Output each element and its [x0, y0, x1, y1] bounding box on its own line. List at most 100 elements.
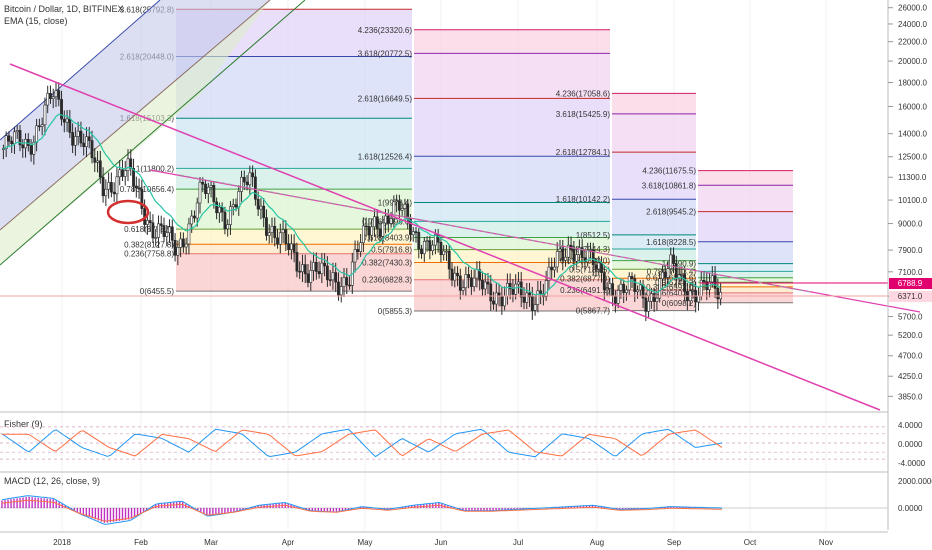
- candle-body: [505, 282, 509, 297]
- price-tick-label: 16000.0: [898, 102, 927, 111]
- highlight-ellipse: [106, 199, 150, 225]
- fib-band: [414, 237, 610, 250]
- candle-body: [13, 131, 16, 145]
- candle-body: [123, 170, 127, 177]
- fib-level-label: 0.618(6896.6): [646, 274, 696, 283]
- candle-body: [148, 220, 152, 224]
- candle-body: [54, 90, 58, 98]
- candle-body: [517, 281, 520, 285]
- fib-band: [698, 170, 793, 186]
- price-tick-label: 12500.0: [898, 153, 927, 162]
- fib-level-label: 3.618(25792.8): [120, 5, 175, 14]
- candle-body: [62, 118, 66, 123]
- fib-band: [176, 118, 412, 169]
- candle-body: [209, 185, 213, 188]
- time-tick-label: May: [357, 538, 372, 547]
- candle-body: [417, 232, 421, 250]
- candle-body: [112, 191, 116, 195]
- fib-band: [698, 282, 793, 287]
- candle-body: [583, 257, 587, 263]
- fib-band: [414, 156, 610, 203]
- price-tick-label: 9000.0: [898, 220, 923, 229]
- fib-band: [612, 93, 696, 114]
- candle-body: [619, 283, 623, 291]
- candle-body: [553, 266, 556, 271]
- candle-body: [710, 275, 714, 283]
- time-tick-label: Apr: [282, 538, 295, 547]
- candle-body: [7, 135, 11, 142]
- candle-body: [464, 274, 468, 289]
- fib-level-label: 0.5(7916.8): [371, 246, 412, 255]
- candle-body: [494, 292, 498, 305]
- candle-body: [483, 281, 487, 290]
- candle-body: [253, 176, 257, 200]
- candle-body: [561, 248, 565, 261]
- candle-body: [262, 205, 266, 218]
- fib-band: [612, 113, 696, 153]
- price-tick-label: 26000.0: [898, 4, 927, 13]
- fib-level-label: 3.618(20772.5): [358, 49, 413, 58]
- candle-body: [359, 242, 363, 252]
- candle-body: [386, 215, 390, 224]
- candle-body: [121, 169, 124, 177]
- time-tick-label: 2018: [53, 538, 71, 547]
- candle-body: [533, 304, 537, 311]
- candle-body: [547, 266, 551, 281]
- candle-body: [96, 160, 99, 163]
- candle-body: [674, 263, 678, 279]
- candle-body: [572, 249, 576, 262]
- candle-body: [467, 274, 471, 279]
- fisher-tick-top: 4.0000: [898, 421, 923, 430]
- parallel-channel: [0, 0, 306, 266]
- candle-body: [411, 231, 415, 236]
- fib-band: [414, 53, 610, 99]
- candle-body: [223, 211, 227, 230]
- candle-body: [345, 277, 349, 286]
- candle-body: [57, 90, 61, 100]
- fib-level-label: 0.5(6744.3): [655, 278, 696, 287]
- candle-body: [317, 271, 321, 275]
- candle-body: [21, 144, 25, 149]
- fib-level-label: 2.618(9545.2): [646, 208, 696, 217]
- fib-level-label: 1(11800.2): [136, 164, 174, 173]
- fib-level-label: 0.236(7758.8): [124, 250, 174, 259]
- candle-body: [18, 130, 22, 146]
- candle-body: [29, 145, 33, 155]
- candle-body: [400, 208, 404, 211]
- candle-body: [195, 202, 199, 219]
- fib-level-label: 0.5(7188.5): [569, 265, 610, 274]
- candle-body: [453, 272, 457, 281]
- ema-title: EMA (15, close): [4, 16, 68, 26]
- candle-body: [76, 130, 80, 137]
- candle-body: [439, 241, 443, 256]
- candle-body: [638, 284, 642, 291]
- candle-body: [134, 185, 138, 189]
- fisher-tick-mid: 0.0000: [898, 440, 923, 449]
- candle-body: [107, 182, 111, 190]
- candle-body: [212, 185, 216, 203]
- candle-body: [240, 176, 243, 192]
- candle-body: [378, 228, 382, 237]
- fib-level-label: 4.236(11675.5): [642, 167, 696, 176]
- candle-body: [375, 216, 379, 230]
- candle-body: [397, 200, 401, 211]
- candle-body: [168, 226, 171, 233]
- price-tick-label: 4250.0: [898, 372, 923, 381]
- ema-line: [3, 113, 721, 296]
- fib-level-label: 2.618(12784.1): [556, 148, 611, 157]
- candle-body: [630, 276, 634, 279]
- candle-body: [165, 232, 169, 237]
- candle-body: [68, 118, 72, 133]
- fib-level-label: 1.618(10142.2): [556, 195, 611, 204]
- candle-body: [273, 225, 277, 239]
- fisher-lines: [0, 426, 888, 460]
- candle-body: [309, 270, 313, 283]
- fib-band: [414, 29, 610, 54]
- candle-body: [154, 237, 158, 239]
- fib-band: [414, 98, 610, 157]
- candle-body: [658, 278, 662, 299]
- fib-level-label: 0.382(6592.0): [646, 283, 696, 292]
- fib-band: [698, 292, 793, 303]
- candle-body: [489, 283, 493, 302]
